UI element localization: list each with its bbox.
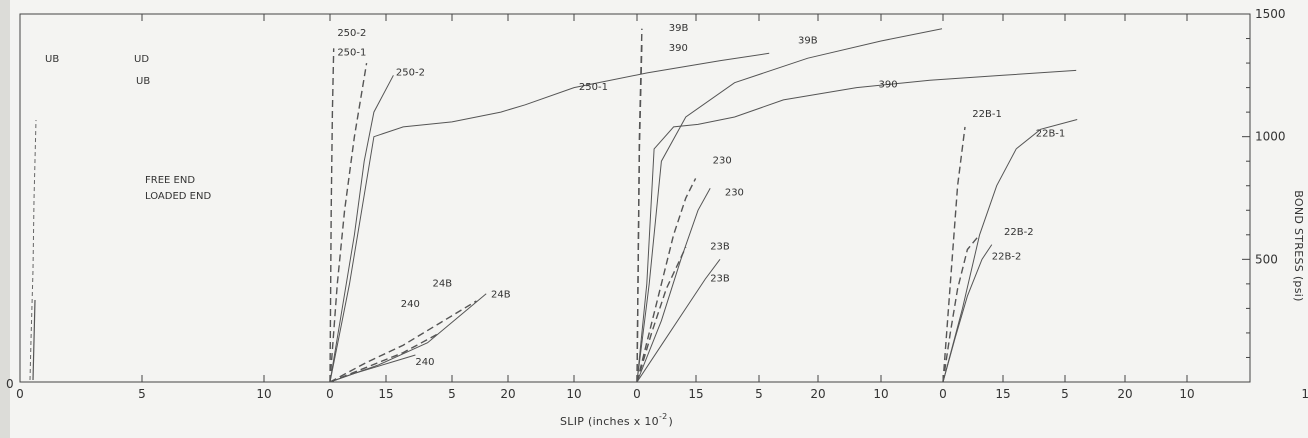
curve-390-free-end — [636, 43, 643, 383]
curve-label: 250-1 — [337, 48, 366, 59]
x-tick-label: 15 — [995, 387, 1010, 401]
y-tick-label: 500 — [1255, 252, 1278, 266]
curve-22B-1-free-end — [942, 126, 966, 383]
x-tick-label: 10 — [256, 387, 271, 401]
curve-label: 22B-2 — [992, 251, 1022, 262]
scan-edge-strip — [0, 0, 10, 438]
curve-label: 230 — [725, 188, 744, 199]
x-axis-title: SLIP (inches x 10-2) — [560, 412, 673, 428]
x-tick-label: 0 — [16, 387, 24, 401]
x-axis-title-main: SLIP (inches x 10 — [560, 415, 659, 428]
label-ub-1: UB — [45, 54, 59, 65]
curve-label: 22B-1 — [1036, 129, 1066, 140]
origin-zero-label: 0 — [6, 377, 14, 391]
plot-frame — [19, 13, 1251, 383]
curve-label: 240 — [401, 299, 420, 310]
first-panel-annotations: FREE END LOADED END UB UD UB — [29, 54, 211, 381]
curve-250-1-free-end — [329, 62, 368, 383]
curve-230-loaded-end — [636, 187, 711, 383]
curve-23B-free-end — [636, 246, 687, 383]
plot-border — [19, 13, 1251, 383]
curve-240-loaded-end — [329, 354, 416, 383]
curve-250-1-loaded-end — [329, 52, 770, 383]
legend-loaded-end: LOADED END — [145, 191, 211, 202]
curve-label: 22B-1 — [972, 109, 1002, 120]
x-tick-label: 15 — [688, 387, 703, 401]
curve-label: 24B — [491, 289, 511, 300]
x-tick-label: 10 — [873, 387, 888, 401]
curve-label: 23B — [710, 242, 730, 253]
curve-22B-1-loaded-end — [942, 119, 1078, 383]
x-tick-label: 0 — [939, 387, 947, 401]
curve-label: 23B — [710, 273, 730, 284]
x-tick-label: 20 — [1117, 387, 1132, 401]
curve-label: 230 — [713, 156, 732, 167]
x-tick-label: 5 — [448, 387, 456, 401]
y-axis: 500 1000 1500 — [1242, 7, 1286, 358]
curve-label: 390 — [669, 43, 688, 54]
curve-240-free-end — [329, 332, 441, 383]
curve-labels: 250-2 250-1 250-2 250-1 24B 240 24B 240 39B 390 39… — [337, 23, 1065, 368]
curve-250-2-loaded-end — [329, 75, 394, 383]
x-axis-title-exponent: -2 — [659, 412, 668, 421]
curve-label: 240 — [415, 357, 434, 368]
curve-22B-2-free-end — [942, 234, 981, 383]
x-axis-title-close: ) — [669, 415, 674, 428]
curve-label: 39B — [798, 35, 818, 46]
legend-free-end: FREE END — [145, 175, 195, 186]
data-curves — [329, 28, 1078, 383]
curve-39B-loaded-end — [636, 28, 943, 383]
curve-label: 24B — [432, 278, 452, 289]
curve-250-2-free-end — [329, 48, 335, 383]
curve-390-loaded-end — [636, 69, 1077, 383]
x-tick-label: 20 — [500, 387, 515, 401]
x-tick-label: 5 — [1061, 387, 1069, 401]
y-axis-title: BOND STRESS (psi) — [1292, 190, 1305, 301]
y-tick-label: 1000 — [1255, 130, 1286, 144]
curve-label: 250-2 — [396, 67, 425, 78]
label-ub-2: UB — [136, 76, 150, 87]
curve-label: 250-1 — [579, 82, 608, 93]
x-tick-label: 5 — [755, 387, 763, 401]
curve-230-free-end — [636, 178, 697, 383]
x-tick-label: 20 — [810, 387, 825, 401]
x-tick-label: 15 — [378, 387, 393, 401]
x-tick-label: 10 — [566, 387, 581, 401]
y-tick-label: 1500 — [1255, 7, 1286, 21]
x-tick-label: 0 — [326, 387, 334, 401]
curve-label: 250-2 — [337, 28, 366, 39]
curve-label: 22B-2 — [1004, 227, 1034, 238]
curve-label: 390 — [879, 80, 898, 91]
x-tick-label: 5 — [138, 387, 146, 401]
x-tick-label: 0 — [633, 387, 641, 401]
x-tick-label: 15 — [1301, 387, 1308, 401]
x-tick-label: 10 — [1179, 387, 1194, 401]
curve-ub-loaded-end — [32, 299, 36, 381]
curve-label: 39B — [669, 23, 689, 34]
curve-23B-loaded-end — [636, 259, 721, 383]
label-ud: UD — [134, 54, 149, 65]
curve-ub-free-end — [29, 119, 37, 381]
curve-24B-free-end — [329, 300, 477, 383]
curve-22B-2-loaded-end — [942, 244, 993, 383]
